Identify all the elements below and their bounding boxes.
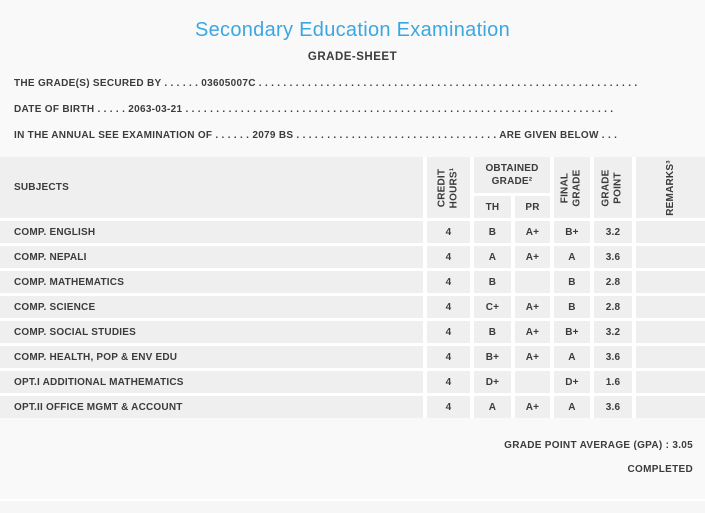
credit-cell: 4: [427, 371, 470, 393]
credit-cell: 4: [427, 246, 470, 268]
credit-cell: 4: [427, 321, 470, 343]
grade-point-cell: 2.8: [594, 271, 632, 293]
header-grade-point: GRADE POINT: [594, 157, 632, 218]
header-subjects: SUBJECTS: [0, 157, 423, 218]
page-subtitle: GRADE-SHEET: [307, 51, 398, 63]
th-grade-cell: C+: [474, 296, 511, 318]
pr-grade-cell: A+: [515, 246, 550, 268]
credit-cell: 4: [427, 221, 470, 243]
header-grade-point-label: GRADE POINT: [601, 168, 624, 207]
subject-cell: OPT.II OFFICE MGMT & ACCOUNT: [0, 396, 423, 418]
header-pr-label: PR: [525, 201, 540, 213]
th-grade-cell: A: [474, 396, 511, 418]
grade-point-cell: 3.6: [594, 396, 632, 418]
header-final-grade: FINAL GRADE: [554, 157, 590, 218]
status-completed: COMPLETED: [627, 464, 693, 475]
subject-cell: COMP. SOCIAL STUDIES: [0, 321, 423, 343]
grade-point-cell: 1.6: [594, 371, 632, 393]
final-grade-cell: B+: [554, 221, 590, 243]
pr-grade-cell: [515, 371, 550, 393]
header-credit-hours-label: CREDIT HOURS¹: [436, 167, 460, 208]
header-subjects-label: SUBJECTS: [14, 182, 69, 193]
grade-table: SUBJECTS CREDIT HOURS¹ OBTAINED GRADE² T…: [0, 157, 705, 418]
th-grade-cell: B: [474, 221, 511, 243]
subject-cell: COMP. NEPALI: [0, 246, 423, 268]
header-remarks-label: REMARKS³: [664, 159, 676, 216]
final-grade-cell: B: [554, 271, 590, 293]
th-grade-cell: A: [474, 246, 511, 268]
th-grade-cell: B: [474, 271, 511, 293]
subject-cell: COMP. HEALTH, POP & ENV EDU: [0, 346, 423, 368]
header-pr: PR: [515, 196, 550, 218]
final-grade-cell: D+: [554, 371, 590, 393]
gpa-line: GRADE POINT AVERAGE (GPA) : 3.05: [504, 440, 693, 451]
credit-cell: 4: [427, 296, 470, 318]
header-th: TH: [474, 196, 511, 218]
final-grade-cell: B: [554, 296, 590, 318]
bottom-strip: [0, 499, 705, 513]
final-grade-cell: A: [554, 246, 590, 268]
th-grade-cell: D+: [474, 371, 511, 393]
credit-cell: 4: [427, 271, 470, 293]
grade-point-cell: 2.8: [594, 296, 632, 318]
remarks-cell: [636, 296, 705, 318]
header-credit-hours: CREDIT HOURS¹: [427, 157, 470, 218]
remarks-cell: [636, 371, 705, 393]
pr-grade-cell: A+: [515, 321, 550, 343]
candidate-info: THE GRADE(S) SECURED BY . . . . . . 0360…: [0, 71, 705, 149]
subject-cell: COMP. MATHEMATICS: [0, 271, 423, 293]
subject-cell: OPT.I ADDITIONAL MATHEMATICS: [0, 371, 423, 393]
remarks-cell: [636, 271, 705, 293]
remarks-cell: [636, 346, 705, 368]
header-obtained-grade-label: OBTAINED GRADE²: [485, 163, 539, 187]
grade-point-cell: 3.6: [594, 246, 632, 268]
info-line-date-of-birth: DATE OF BIRTH . . . . . 2063-03-21 . . .…: [14, 104, 614, 115]
subject-cell: COMP. ENGLISH: [0, 221, 423, 243]
grade-point-cell: 3.2: [594, 321, 632, 343]
subject-cell: COMP. SCIENCE: [0, 296, 423, 318]
remarks-cell: [636, 221, 705, 243]
grade-point-cell: 3.6: [594, 346, 632, 368]
page-title: Secondary Education Examination: [194, 19, 511, 41]
remarks-cell: [636, 246, 705, 268]
header-obtained-grade: OBTAINED GRADE²: [474, 157, 550, 193]
header-remarks: REMARKS³: [636, 157, 705, 218]
info-line-secured-by: THE GRADE(S) SECURED BY . . . . . . 0360…: [14, 78, 638, 89]
final-grade-cell: B+: [554, 321, 590, 343]
remarks-cell: [636, 321, 705, 343]
pr-grade-cell: A+: [515, 221, 550, 243]
info-line-examination: IN THE ANNUAL SEE EXAMINATION OF . . . .…: [14, 130, 618, 141]
remarks-cell: [636, 396, 705, 418]
final-grade-cell: A: [554, 396, 590, 418]
th-grade-cell: B+: [474, 346, 511, 368]
grade-point-cell: 3.2: [594, 221, 632, 243]
pr-grade-cell: A+: [515, 296, 550, 318]
pr-grade-cell: A+: [515, 396, 550, 418]
pr-grade-cell: [515, 271, 550, 293]
final-grade-cell: A: [554, 346, 590, 368]
header-final-grade-label: FINAL GRADE: [560, 168, 583, 207]
pr-grade-cell: A+: [515, 346, 550, 368]
credit-cell: 4: [427, 346, 470, 368]
credit-cell: 4: [427, 396, 470, 418]
th-grade-cell: B: [474, 321, 511, 343]
header-th-label: TH: [485, 201, 500, 213]
